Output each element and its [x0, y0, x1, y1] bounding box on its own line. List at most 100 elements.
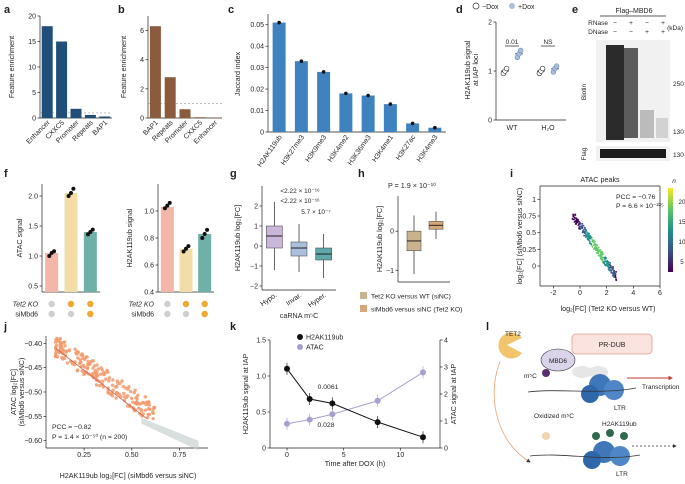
- blot-title: Flag–MBD6: [616, 8, 653, 15]
- i-data-point: [585, 231, 588, 234]
- blot-lane-1: [606, 45, 624, 140]
- blot-sign: +: [661, 29, 665, 36]
- j-confidence-band: [141, 417, 199, 451]
- k-ytick2-label: 4: [444, 338, 448, 345]
- g-ytick-label: −1: [250, 264, 258, 271]
- b-ytick-label: 4: [140, 57, 144, 64]
- f2-condition-dot: [182, 300, 190, 308]
- i-data-point: [583, 230, 586, 233]
- f1-data-point: [71, 186, 76, 191]
- f2-bar: [198, 233, 212, 292]
- d-ylabel: H2AK119ub signal: [463, 40, 472, 99]
- j-xtick-label: 0.25: [77, 452, 91, 459]
- c-ytick-label: 0.03: [250, 65, 264, 72]
- j-data-point: [98, 372, 103, 376]
- model-schematic: PR-DUB MBD6 TET2 m⁵C LTR Transcription O…: [493, 331, 680, 478]
- j-data-point: [126, 394, 130, 398]
- dna-strand: [529, 454, 641, 458]
- blot-lane-3: [640, 110, 654, 138]
- k-h2ak119ub-point: [306, 396, 313, 403]
- i-data-point: [609, 262, 611, 264]
- j-data-point: [114, 396, 118, 400]
- blot-rnase-label: RNase: [588, 20, 608, 27]
- j-data-point: [54, 353, 58, 357]
- j-data-point: [139, 407, 143, 412]
- j-data-point: [122, 398, 127, 403]
- c-bar-point: [299, 59, 304, 63]
- j-data-point: [144, 402, 148, 407]
- j-ytick-label: −0.40: [24, 341, 42, 348]
- j-data-point: [65, 361, 70, 365]
- c-bar-point: [344, 91, 348, 96]
- h-ylabel: H2AK119ub log₂[FC]: [375, 206, 384, 272]
- i-data-point: [609, 264, 612, 267]
- i-xlabel: log₂[FC] (Tet2 KO versus WT): [560, 304, 655, 313]
- c-bar-h2ak119ub: [272, 22, 286, 132]
- f2-condition-label: Tet2 KO: [129, 302, 155, 309]
- i-data-point: [582, 224, 585, 227]
- j-regression-line: [55, 347, 148, 420]
- j-data-point: [80, 369, 84, 373]
- k-ytick2-label: 0: [444, 446, 448, 453]
- i-data-point: [582, 230, 584, 232]
- f2-data-point: [186, 244, 191, 249]
- nucleosome: [604, 380, 624, 400]
- a-ytick-label: 0: [32, 116, 36, 123]
- c-ytick-label: 0.04: [250, 44, 264, 51]
- b-ytick-label: 2: [140, 86, 144, 93]
- j-data-point: [117, 392, 122, 397]
- c-bar-point: [410, 121, 415, 126]
- j-data-point: [78, 357, 82, 362]
- b-bar-repeats: [164, 77, 176, 118]
- i-data-point: [596, 248, 599, 251]
- k-pvalue-label: 0.0061: [318, 384, 339, 391]
- j-annotation: PCC = −0.82: [52, 424, 92, 431]
- panel-label-c: c: [228, 4, 234, 16]
- i-data-point: [587, 238, 590, 241]
- c-category-label: H3K4me3: [416, 134, 440, 164]
- f1-condition-dot: [87, 310, 94, 318]
- blot-flag-label: Flag: [581, 147, 588, 160]
- j-data-point: [108, 392, 113, 396]
- m5c-mark: [542, 369, 550, 377]
- a-ytick-label: 5: [32, 90, 36, 97]
- j-data-point: [147, 403, 152, 407]
- mbd6-protein: [540, 348, 576, 372]
- h-pvalue-title: P = 1.9 × 10⁻¹⁰: [388, 181, 436, 190]
- a-category-label: BAP1: [92, 119, 110, 137]
- i-data-point: [599, 251, 602, 254]
- i-data-point: [596, 244, 598, 247]
- f1-ytick-label: 2.0: [28, 194, 38, 201]
- i-data-point: [572, 218, 574, 221]
- blot-lane-2: [624, 48, 638, 138]
- i-data-point: [586, 234, 589, 236]
- f1-bar: [45, 253, 59, 292]
- j-data-point: [103, 377, 108, 381]
- blot-sign: +: [661, 20, 665, 27]
- i-ytick-label: 0.25: [522, 247, 536, 254]
- j-ylabel: (siMbd6 versus siNC): [17, 358, 26, 427]
- i-data-point: [597, 250, 600, 253]
- f1-data-point: [90, 227, 95, 232]
- i-data-point: [579, 227, 582, 230]
- i-data-point: [604, 264, 606, 266]
- i-colorbar-tick: 20: [679, 199, 685, 206]
- d-data-point: [553, 63, 560, 69]
- d-legend-minus-marker: [472, 2, 480, 10]
- i-data-point: [604, 256, 607, 259]
- a-bar-promoter: [70, 108, 82, 118]
- i-data-point: [611, 267, 614, 270]
- j-data-point: [96, 367, 101, 371]
- j-data-point: [94, 374, 98, 378]
- g-ytick-label: 0: [254, 244, 258, 251]
- i-data-point: [601, 258, 604, 261]
- oxidized-label: Oxidized m⁵C: [534, 413, 574, 420]
- j-data-point: [78, 361, 82, 365]
- k-legend-label: H2AK119ub: [306, 335, 343, 342]
- i-ylabel: log₂[FC] (siMbd6 versus siNC): [515, 188, 524, 285]
- d-data-point: [539, 65, 546, 72]
- i-data-point: [599, 256, 602, 259]
- k-ytick2-label: 3: [444, 365, 448, 372]
- j-data-point: [106, 370, 110, 374]
- f2-data-point: [167, 200, 172, 205]
